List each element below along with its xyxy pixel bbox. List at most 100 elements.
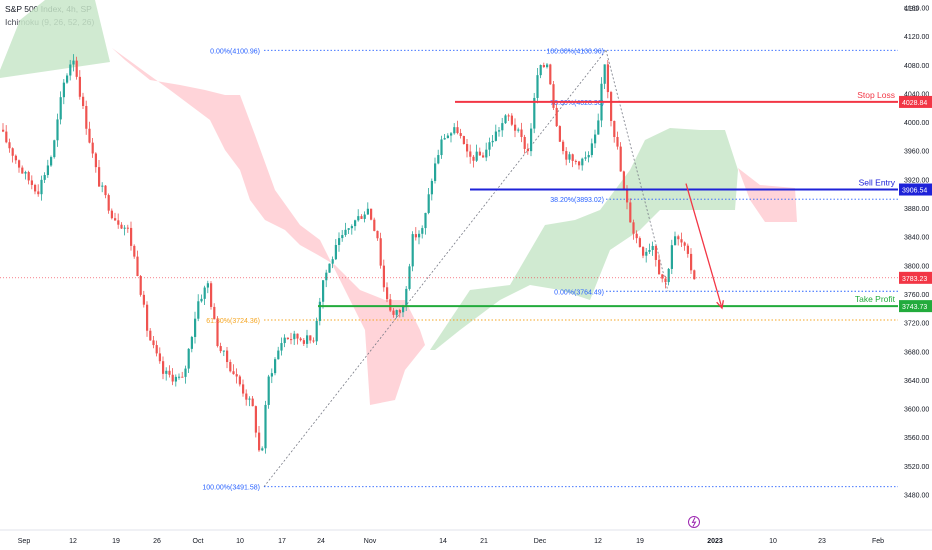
- candle-body: [568, 154, 571, 160]
- candle-body: [613, 120, 616, 137]
- candle-body: [434, 163, 437, 181]
- candle-152: [488, 137, 491, 157]
- candle-46: [149, 328, 152, 341]
- fib-trend-line-2: [605, 50, 669, 292]
- candle-body: [30, 180, 33, 185]
- candle-102: [328, 263, 331, 273]
- candle-body: [296, 333, 299, 339]
- candle-body: [478, 151, 481, 156]
- candle-body: [386, 287, 389, 300]
- candle-210: [674, 231, 677, 246]
- candle-199: [638, 236, 641, 248]
- candle-155: [498, 127, 501, 137]
- candle-body: [277, 350, 280, 360]
- candle-body: [347, 228, 350, 230]
- candle-137: [440, 135, 443, 159]
- x-tick-label: 10: [769, 538, 777, 545]
- candle-153: [491, 134, 494, 147]
- candle-body: [178, 376, 181, 378]
- candle-body: [514, 124, 517, 131]
- y-tick-label: 3840.00: [904, 235, 929, 242]
- candle-body: [174, 376, 177, 382]
- arrow-head: [716, 300, 724, 310]
- candle-body: [280, 343, 283, 351]
- candle-body: [574, 160, 577, 162]
- candle-body: [446, 135, 449, 139]
- candle-body: [664, 278, 667, 283]
- candle-body: [491, 140, 494, 143]
- candle-body: [619, 146, 622, 172]
- candle-44: [142, 290, 145, 308]
- y-tick-label: 3640.00: [904, 378, 929, 385]
- candle-body: [210, 283, 213, 307]
- candle-body: [98, 167, 101, 187]
- candle-57: [184, 365, 187, 384]
- candle-133: [427, 187, 430, 215]
- candle-body: [126, 227, 129, 229]
- cloud-area-1: [112, 48, 425, 405]
- candle-body: [270, 373, 273, 377]
- y-tick-label: 3960.00: [904, 149, 929, 156]
- candle-14: [46, 159, 49, 178]
- candle-77: [248, 396, 251, 407]
- candle-145: [466, 139, 469, 158]
- candle-body: [632, 222, 635, 234]
- candle-body: [648, 250, 651, 252]
- candle-body: [194, 318, 197, 337]
- x-tick-label: 19: [636, 538, 644, 545]
- candle-56: [181, 371, 184, 378]
- candle-90: [290, 332, 293, 345]
- candle-body: [254, 406, 257, 433]
- x-tick-label: 19: [112, 538, 120, 545]
- fib-label: 61.80%(3724.36): [206, 318, 260, 325]
- candle-158: [507, 113, 510, 121]
- candle-157: [504, 114, 507, 125]
- fib-label: 0.00%(4100.96): [210, 48, 260, 55]
- candle-113: [363, 211, 366, 223]
- candle-body: [530, 128, 533, 152]
- candle-101: [325, 269, 328, 288]
- candle-body: [418, 233, 421, 238]
- candle-116: [373, 217, 376, 232]
- candle-body: [552, 84, 555, 108]
- candle-204: [654, 245, 657, 267]
- candle-156: [501, 117, 504, 137]
- candle-128: [411, 231, 414, 272]
- candle-body: [427, 194, 430, 213]
- candle-body: [424, 212, 427, 229]
- y-tick-label: 3880.00: [904, 206, 929, 213]
- candle-body: [485, 149, 488, 158]
- candle-162: [520, 122, 523, 143]
- y-axis-currency: USD: [904, 6, 919, 13]
- candle-196: [629, 198, 632, 223]
- candle-body: [149, 330, 152, 341]
- y-tick-label: 3720.00: [904, 321, 929, 328]
- candle-216: [693, 269, 696, 280]
- candle-161: [517, 127, 520, 133]
- y-tick-label: 4000.00: [904, 120, 929, 127]
- candle-body: [382, 265, 385, 288]
- candle-35: [114, 212, 117, 221]
- candle-body: [565, 151, 568, 160]
- candle-150: [482, 152, 485, 158]
- candle-body: [658, 259, 661, 275]
- candle-body: [549, 64, 552, 85]
- candle-129: [414, 227, 417, 241]
- candle-body: [171, 374, 174, 382]
- candle-body: [40, 179, 43, 195]
- candle-70: [226, 346, 229, 369]
- candle-body: [376, 230, 379, 239]
- candle-28: [91, 138, 94, 158]
- candle-9: [30, 175, 33, 190]
- candle-body: [94, 153, 97, 168]
- candle-body: [558, 126, 561, 142]
- candle-body: [8, 142, 11, 149]
- candle-body: [677, 236, 680, 240]
- candle-26: [85, 100, 88, 135]
- candle-58: [187, 348, 190, 374]
- candle-body: [184, 368, 187, 377]
- candle-66: [213, 303, 216, 320]
- x-tick-label: 12: [594, 538, 602, 545]
- fib-label: 78.60%(4028.96): [550, 100, 604, 107]
